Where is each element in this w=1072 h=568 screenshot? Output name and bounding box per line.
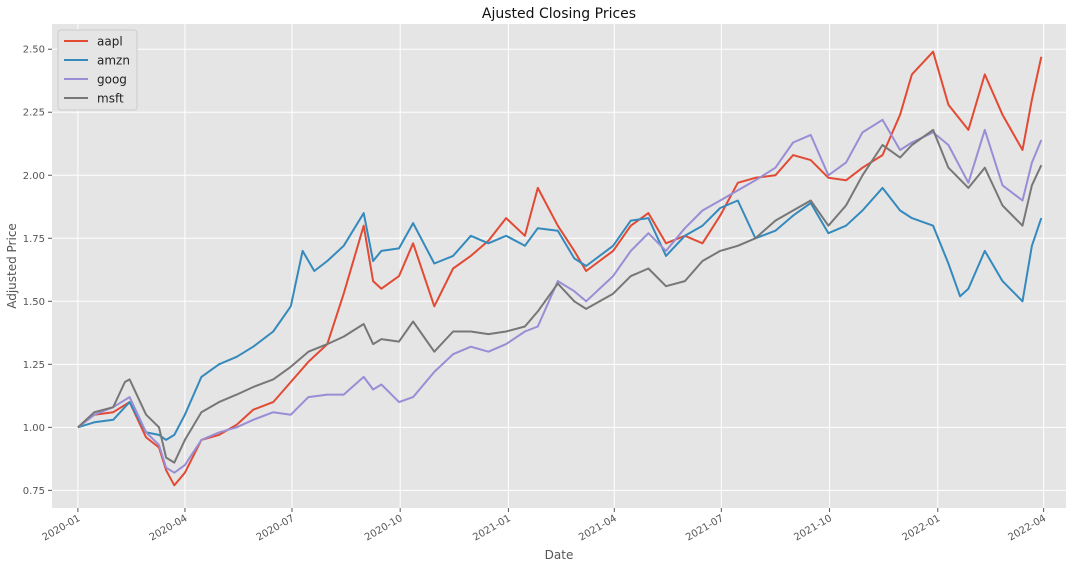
- legend-label-msft: msft: [97, 92, 124, 106]
- legend-label-aapl: aapl: [97, 35, 123, 49]
- x-tick-label: 2021-07: [684, 513, 726, 543]
- x-tick-label: 2020-01: [41, 513, 83, 543]
- series-line-msft: [77, 128, 1043, 464]
- x-tick-label: 2020-07: [255, 513, 297, 543]
- series-line-goog: [77, 118, 1043, 474]
- legend-label-goog: goog: [97, 73, 127, 87]
- legend-label-amzn: amzn: [97, 54, 130, 68]
- x-tick-label: 2022-04: [1006, 513, 1048, 543]
- plot-background: [52, 24, 1066, 508]
- x-tick-label: 2021-04: [577, 513, 619, 543]
- legend: aapl amzn goog msft: [57, 29, 138, 111]
- x-tick-label: 2020-04: [148, 513, 190, 543]
- x-tick-label: 2022-01: [901, 513, 943, 543]
- series-layer: [77, 50, 1043, 487]
- y-tick-label: 2.25: [23, 108, 45, 119]
- y-tick-label: 1.75: [23, 234, 45, 245]
- x-tick-label: 2020-10: [363, 513, 405, 543]
- y-axis: 0.75 1.00 1.25 1.50 1.75 2.00 2.25 2.50: [23, 45, 52, 497]
- series-line-amzn: [77, 186, 1043, 441]
- y-tick-label: 1.50: [23, 297, 45, 308]
- x-tick-label: 2021-01: [471, 513, 513, 543]
- x-axis: 2020-01 2020-04 2020-07 2020-10 2021-01 2021-…: [41, 508, 1048, 543]
- grid-lines: [52, 24, 1066, 508]
- y-tick-label: 1.25: [23, 360, 45, 371]
- y-tick-label: 0.75: [23, 486, 45, 497]
- y-tick-label: 2.50: [23, 45, 45, 56]
- series-line-aapl: [77, 50, 1043, 487]
- x-axis-label: Date: [545, 548, 574, 562]
- y-axis-label: Adjusted Price: [5, 223, 19, 309]
- y-tick-label: 1.00: [23, 423, 45, 434]
- y-tick-label: 2.00: [23, 171, 45, 182]
- chart-title: Ajusted Closing Prices: [482, 6, 636, 22]
- legend-box: [57, 29, 138, 111]
- x-tick-label: 2021-10: [792, 513, 834, 543]
